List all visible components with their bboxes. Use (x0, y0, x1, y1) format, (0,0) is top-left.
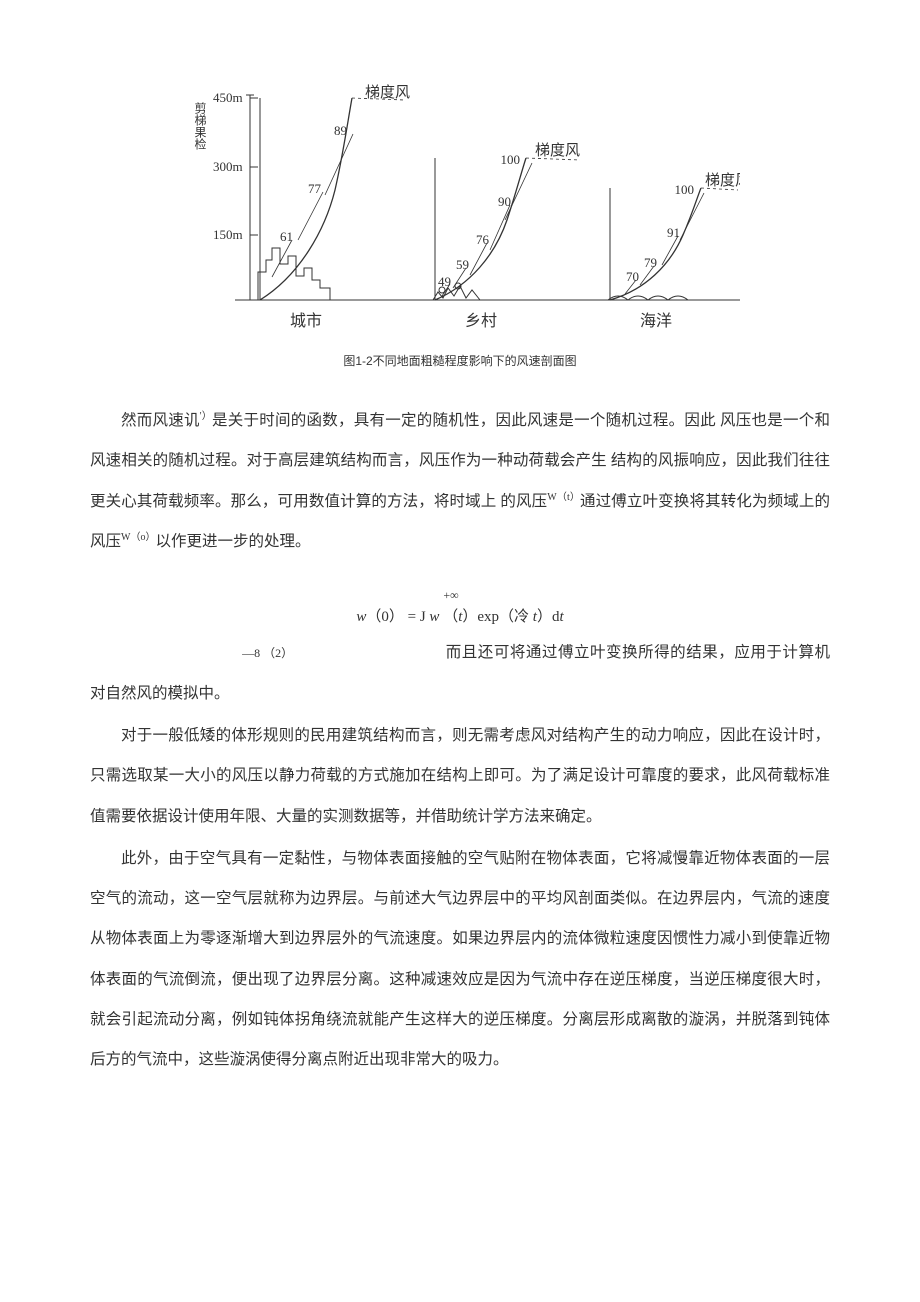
equation-block: +∞ w（0） = J w （t）exp（冷 t）dt (90, 586, 830, 629)
svg-text:77: 77 (308, 181, 322, 196)
svg-text:90: 90 (498, 194, 511, 209)
panel-village: 梯度风 100 90 76 59 49 乡村 (433, 142, 580, 330)
p1-a: 然而风速讥 (121, 412, 200, 429)
svg-text:79: 79 (644, 255, 657, 270)
y-tick-300: 300m (213, 159, 258, 174)
svg-text:100: 100 (501, 152, 521, 167)
svg-text:海洋: 海洋 (640, 312, 672, 330)
equation-note: —8 （2） (90, 638, 445, 669)
paragraph-3: 此外，由于空气具有一定黏性，与物体表面接触的空气贴附在物体表面，它将减慢靠近物体… (90, 839, 830, 1081)
svg-text:59: 59 (456, 257, 469, 272)
panel-city: 梯度风 89 77 61 城市 (258, 84, 410, 330)
p1-sup1: '） (200, 411, 212, 422)
svg-text:梯度风: 梯度风 (535, 142, 580, 159)
svg-text:300m: 300m (213, 159, 243, 174)
svg-text:150m: 150m (213, 227, 243, 242)
y-axis-label: 剪梯果检 (193, 101, 207, 150)
paragraph-1: 然而风速讥'）是关于时间的函数，具有一定的随机性，因此风速是一个随机过程。因此 … (90, 401, 830, 562)
p1-d: 以作更进一步的处理。 (155, 533, 310, 550)
paragraph-2: 对于一般低矮的体形规则的民用建筑结构而言，则无需考虑风对结构产生的动力响应，因此… (90, 716, 830, 837)
y-tick-450: 450m (213, 90, 258, 105)
equation-top: +∞ (72, 586, 830, 605)
svg-text:100: 100 (675, 182, 695, 197)
svg-text:61: 61 (280, 229, 293, 244)
svg-text:梯度风: 梯度风 (705, 172, 740, 189)
svg-text:乡村: 乡村 (465, 312, 497, 330)
panel-ocean: 梯度风 100 91 79 70 海洋 (608, 172, 740, 330)
svg-text:49: 49 (438, 274, 451, 289)
p1-sup2: W（t） (547, 491, 580, 502)
svg-text:450m: 450m (213, 90, 243, 105)
equation-main: w（0） = J w （t）exp（冷 t）dt (90, 605, 830, 629)
svg-text:89: 89 (334, 123, 347, 138)
svg-text:城市: 城市 (290, 312, 322, 330)
wind-profile-figure: 剪梯果检 450m 300m 150m (180, 80, 740, 340)
svg-text:91: 91 (667, 225, 680, 240)
equation-note-line: —8 （2） 而且还可将通过傅立叶变换所得的结果，应用于计算机对自然风的模拟中。 (90, 633, 830, 714)
wind-profile-chart: 剪梯果检 450m 300m 150m (180, 80, 740, 340)
svg-text:梯度风: 梯度风 (365, 84, 410, 101)
figure-caption: 图1-2不同地面粗糙程度影响下的风速剖面图 (90, 352, 830, 369)
y-tick-150: 150m (213, 227, 258, 242)
p1-sup3: W（o） (121, 532, 155, 543)
svg-text:70: 70 (626, 269, 639, 284)
svg-text:76: 76 (476, 232, 490, 247)
